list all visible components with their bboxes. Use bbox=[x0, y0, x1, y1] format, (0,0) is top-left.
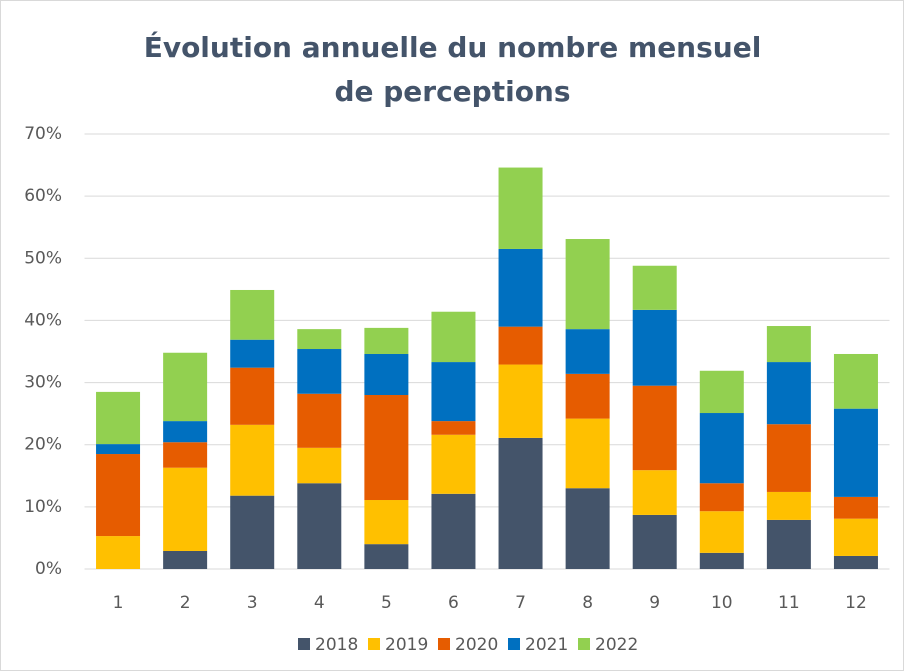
bar-segment bbox=[230, 289, 275, 340]
bar-segment bbox=[230, 424, 275, 496]
bar-segment bbox=[163, 421, 208, 443]
bar-segment bbox=[632, 309, 677, 386]
bar-segment bbox=[699, 413, 744, 484]
x-tick-label: 1 bbox=[113, 593, 124, 613]
bar-segment bbox=[498, 437, 543, 569]
x-tick-label: 10 bbox=[711, 593, 733, 613]
bar-segment bbox=[833, 353, 878, 409]
bar-segment bbox=[431, 311, 476, 363]
bar-segment bbox=[565, 373, 610, 419]
y-tick-label: 10% bbox=[24, 497, 62, 517]
bar-segment bbox=[565, 239, 610, 330]
x-tick-label: 4 bbox=[314, 593, 325, 613]
x-tick-label: 3 bbox=[247, 593, 258, 613]
legend-label: 2018 bbox=[315, 635, 358, 655]
bar-segment bbox=[632, 265, 677, 310]
legend-swatch bbox=[438, 638, 450, 650]
bar-segment bbox=[699, 511, 744, 553]
bar-segment bbox=[833, 408, 878, 497]
y-tick-label: 60% bbox=[24, 186, 62, 206]
bar-segment bbox=[297, 349, 342, 394]
bar-segment bbox=[96, 454, 141, 537]
bar-segment bbox=[632, 470, 677, 515]
bar-segment bbox=[833, 496, 878, 519]
bar-segment bbox=[163, 352, 208, 422]
bar-segment bbox=[766, 326, 811, 363]
y-tick-label: 0% bbox=[35, 559, 62, 579]
bar-segment bbox=[565, 488, 610, 569]
bar-segment bbox=[565, 418, 610, 489]
y-tick-label: 30% bbox=[24, 373, 62, 393]
bar-segment bbox=[431, 434, 476, 494]
bar-segment bbox=[96, 536, 141, 569]
legend-swatch bbox=[508, 638, 520, 650]
y-tick-label: 40% bbox=[24, 310, 62, 330]
bar-segment bbox=[498, 248, 543, 327]
bar-segment bbox=[431, 421, 476, 435]
bar-segment bbox=[431, 362, 476, 422]
bar-segment bbox=[699, 552, 744, 569]
bar-segment bbox=[364, 353, 409, 395]
bar-segment bbox=[699, 370, 744, 414]
legend-label: 2022 bbox=[595, 635, 638, 655]
bar-segment bbox=[766, 491, 811, 520]
bar-segment bbox=[96, 444, 141, 455]
x-tick-label: 9 bbox=[649, 593, 660, 613]
bar-segment bbox=[364, 327, 409, 354]
bar-segment bbox=[230, 367, 275, 425]
bar-segment bbox=[297, 329, 342, 350]
legend-label: 2020 bbox=[455, 635, 498, 655]
bar-segment bbox=[766, 362, 811, 425]
bar-segment bbox=[833, 555, 878, 569]
bar-segment bbox=[565, 329, 610, 374]
bar-segment bbox=[297, 393, 342, 448]
x-tick-label: 6 bbox=[448, 593, 459, 613]
x-tick-label: 12 bbox=[845, 593, 867, 613]
bar-segment bbox=[96, 391, 141, 445]
bar-segment bbox=[364, 395, 409, 501]
x-tick-label: 8 bbox=[582, 593, 593, 613]
x-tick-label: 11 bbox=[778, 593, 800, 613]
bar-segment bbox=[766, 519, 811, 569]
bar-segment bbox=[163, 467, 208, 551]
y-tick-label: 20% bbox=[24, 435, 62, 455]
bar-segment bbox=[833, 518, 878, 556]
bar-segment bbox=[632, 514, 677, 569]
y-tick-label: 50% bbox=[24, 248, 62, 268]
bar-segment bbox=[498, 364, 543, 438]
bar-segment bbox=[498, 167, 543, 249]
bar-segment bbox=[297, 483, 342, 569]
legend-label: 2021 bbox=[525, 635, 568, 655]
bar-segment bbox=[163, 550, 208, 569]
bar-segment bbox=[699, 483, 744, 512]
chart-title: Évolution annuelle du nombre mensuel de … bbox=[143, 31, 762, 108]
legend-swatch bbox=[368, 638, 380, 650]
bar-segment bbox=[766, 424, 811, 492]
bar-segment bbox=[632, 385, 677, 471]
bar-segment bbox=[163, 442, 208, 468]
y-tick-label: 70% bbox=[24, 124, 62, 144]
x-tick-label: 5 bbox=[381, 593, 392, 613]
bar-segment bbox=[498, 326, 543, 365]
x-tick-label: 2 bbox=[180, 593, 191, 613]
bar-segment bbox=[364, 500, 409, 545]
bar-segment bbox=[230, 495, 275, 569]
bar-segment bbox=[431, 493, 476, 569]
legend-swatch bbox=[298, 638, 310, 650]
bar-segment bbox=[297, 447, 342, 484]
bar-segment bbox=[364, 544, 409, 569]
x-tick-label: 7 bbox=[515, 593, 526, 613]
legend-label: 2019 bbox=[385, 635, 428, 655]
legend-swatch bbox=[578, 638, 590, 650]
bar-segment bbox=[230, 339, 275, 368]
